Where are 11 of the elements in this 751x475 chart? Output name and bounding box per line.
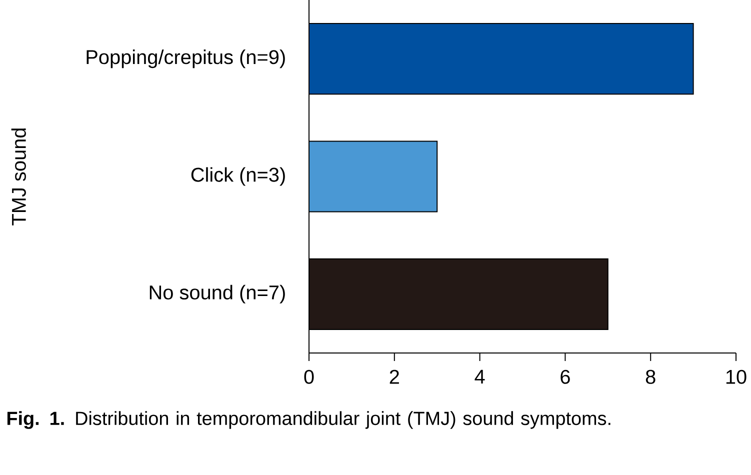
y-tick-label: Popping/crepitus (n=9) [86, 50, 285, 68]
text: Fig. 1. Distribution in temporomandibular joint (TMJ) sound symptoms. [7, 411, 610, 429]
x-tick-label: 4 [474, 370, 485, 384]
x-tick-label: 0 [304, 370, 314, 384]
y-tick-label: Click (n=3) [191, 167, 285, 186]
x-tick-label: 6 [560, 370, 570, 384]
x-tick-label: 2 [390, 370, 399, 384]
x-tick-label: 8 [646, 370, 656, 384]
y-tick-label: No sound (n=7) [150, 284, 285, 304]
y-axis-title: TMJ sound [11, 128, 26, 226]
x-tick-label: 10 [726, 370, 746, 384]
